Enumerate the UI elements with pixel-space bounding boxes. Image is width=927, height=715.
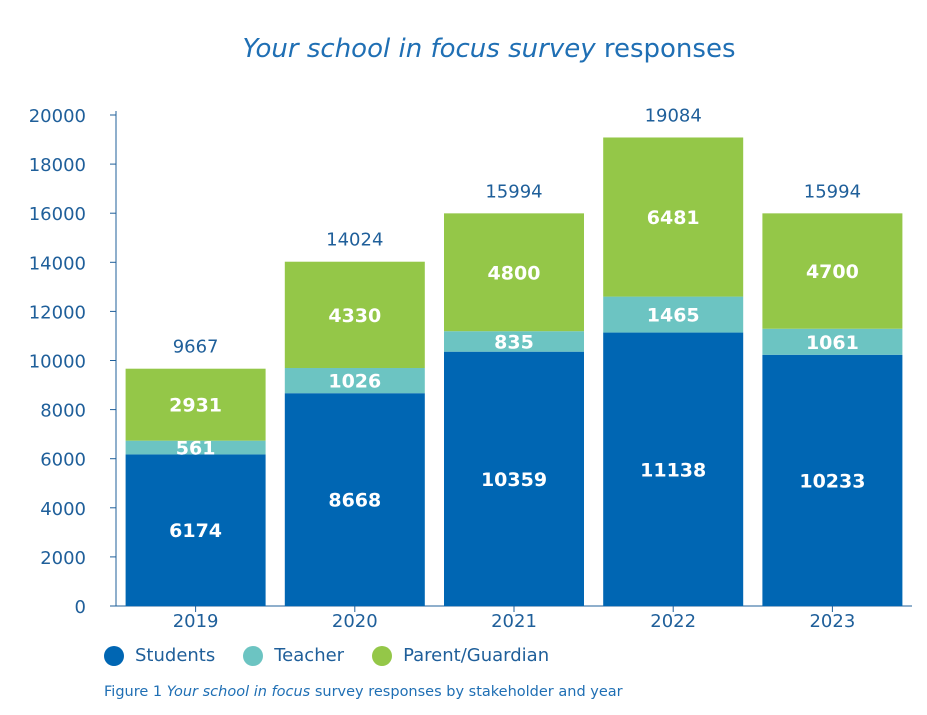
bar-teacher-2022	[603, 296, 744, 333]
legend-label-students: Students	[135, 645, 216, 666]
total-label-2020: 14024	[326, 230, 383, 251]
data-label-parent-guardian-2019: 2931	[169, 395, 222, 417]
bar-parent-guardian-2022	[603, 137, 744, 297]
x-tick-label-2019: 2019	[173, 611, 219, 632]
chart-title-italic: Your school in focus survey	[242, 34, 596, 64]
bar-parent-guardian-2019	[125, 368, 266, 441]
y-tick-label-4000: 4000	[40, 499, 86, 520]
bar-students-2022	[603, 332, 744, 606]
y-tick-label-16000: 16000	[29, 204, 86, 225]
data-label-students-2020: 8668	[328, 490, 381, 512]
chart-title-rest: responses	[603, 34, 736, 64]
bar-students-2021	[444, 351, 584, 606]
bar-parent-guardian-2020	[284, 261, 425, 369]
legend-item-parent-guardian: Parent/Guardian	[372, 645, 549, 666]
total-label-2023: 15994	[804, 181, 861, 202]
bar-students-2020	[284, 393, 425, 606]
x-tick-label-2023: 2023	[809, 611, 855, 632]
bar-students-2023	[762, 354, 903, 606]
x-tick-label-2021: 2021	[491, 611, 537, 632]
data-label-students-2021: 10359	[481, 469, 547, 491]
bar-parent-guardian-2021	[444, 213, 584, 332]
legend-label-teacher: Teacher	[274, 645, 345, 666]
x-tick-label-2020: 2020	[332, 611, 378, 632]
legend-swatch-teacher	[243, 645, 264, 666]
y-tick-label-10000: 10000	[29, 352, 86, 373]
y-tick-label-2000: 2000	[40, 548, 86, 569]
data-label-students-2022: 11138	[640, 459, 706, 481]
y-tick-label-0: 0	[75, 597, 86, 618]
bar-teacher-2019	[125, 440, 266, 455]
y-tick-label-12000: 12000	[29, 302, 86, 323]
caption-italic: Your school in focus	[166, 684, 311, 700]
y-tick-label-6000: 6000	[40, 450, 86, 471]
x-tick-label-2022: 2022	[650, 611, 696, 632]
data-label-teacher-2022: 1465	[647, 305, 700, 327]
data-label-students-2023: 10233	[799, 470, 865, 492]
bar-students-2019	[125, 454, 266, 606]
data-label-parent-guardian-2023: 4700	[806, 261, 859, 283]
total-label-2021: 15994	[485, 181, 542, 202]
data-label-teacher-2020: 1026	[328, 371, 381, 393]
y-tick-label-20000: 20000	[29, 106, 86, 127]
total-label-2019: 9667	[173, 337, 219, 358]
legend-swatch-students	[104, 645, 124, 666]
legend-item-students: Students	[104, 645, 215, 666]
data-label-students-2019: 6174	[169, 520, 222, 542]
legend-item-teacher: Teacher	[243, 645, 344, 666]
bar-teacher-2023	[762, 328, 903, 355]
stacked-bar-chart: 0 2000 4000 6000 8000 10000 12000 14000 16000 180…	[29, 105, 912, 632]
figure-caption: Figure 1 Your school in focus survey res…	[104, 684, 623, 700]
data-label-parent-guardian-2022: 6481	[647, 207, 700, 229]
caption-prefix: Figure 1	[104, 684, 167, 700]
bar-parent-guardian-2023	[762, 213, 903, 329]
bar-teacher-2021	[444, 331, 584, 352]
data-label-teacher-2019: 561	[176, 438, 216, 460]
y-tick-label-8000: 8000	[40, 401, 86, 422]
data-label-teacher-2023: 1061	[806, 332, 859, 354]
data-label-teacher-2021: 835	[494, 331, 534, 353]
chart-title: Your school in focus survey responses	[0, 34, 927, 64]
legend-swatch-parent-guardian	[372, 645, 393, 666]
data-label-parent-guardian-2021: 4800	[488, 262, 541, 284]
y-tick-label-14000: 14000	[29, 253, 86, 274]
total-label-2022: 19084	[645, 105, 702, 126]
data-label-parent-guardian-2020: 4330	[328, 305, 381, 327]
bar-teacher-2020	[284, 368, 425, 394]
legend-label-parent-guardian: Parent/Guardian	[403, 645, 550, 666]
caption-suffix: survey responses by stakeholder and year	[310, 684, 623, 700]
y-tick-label-18000: 18000	[29, 155, 86, 176]
chart-legend: Students Teacher Parent/Guardian	[104, 645, 577, 666]
